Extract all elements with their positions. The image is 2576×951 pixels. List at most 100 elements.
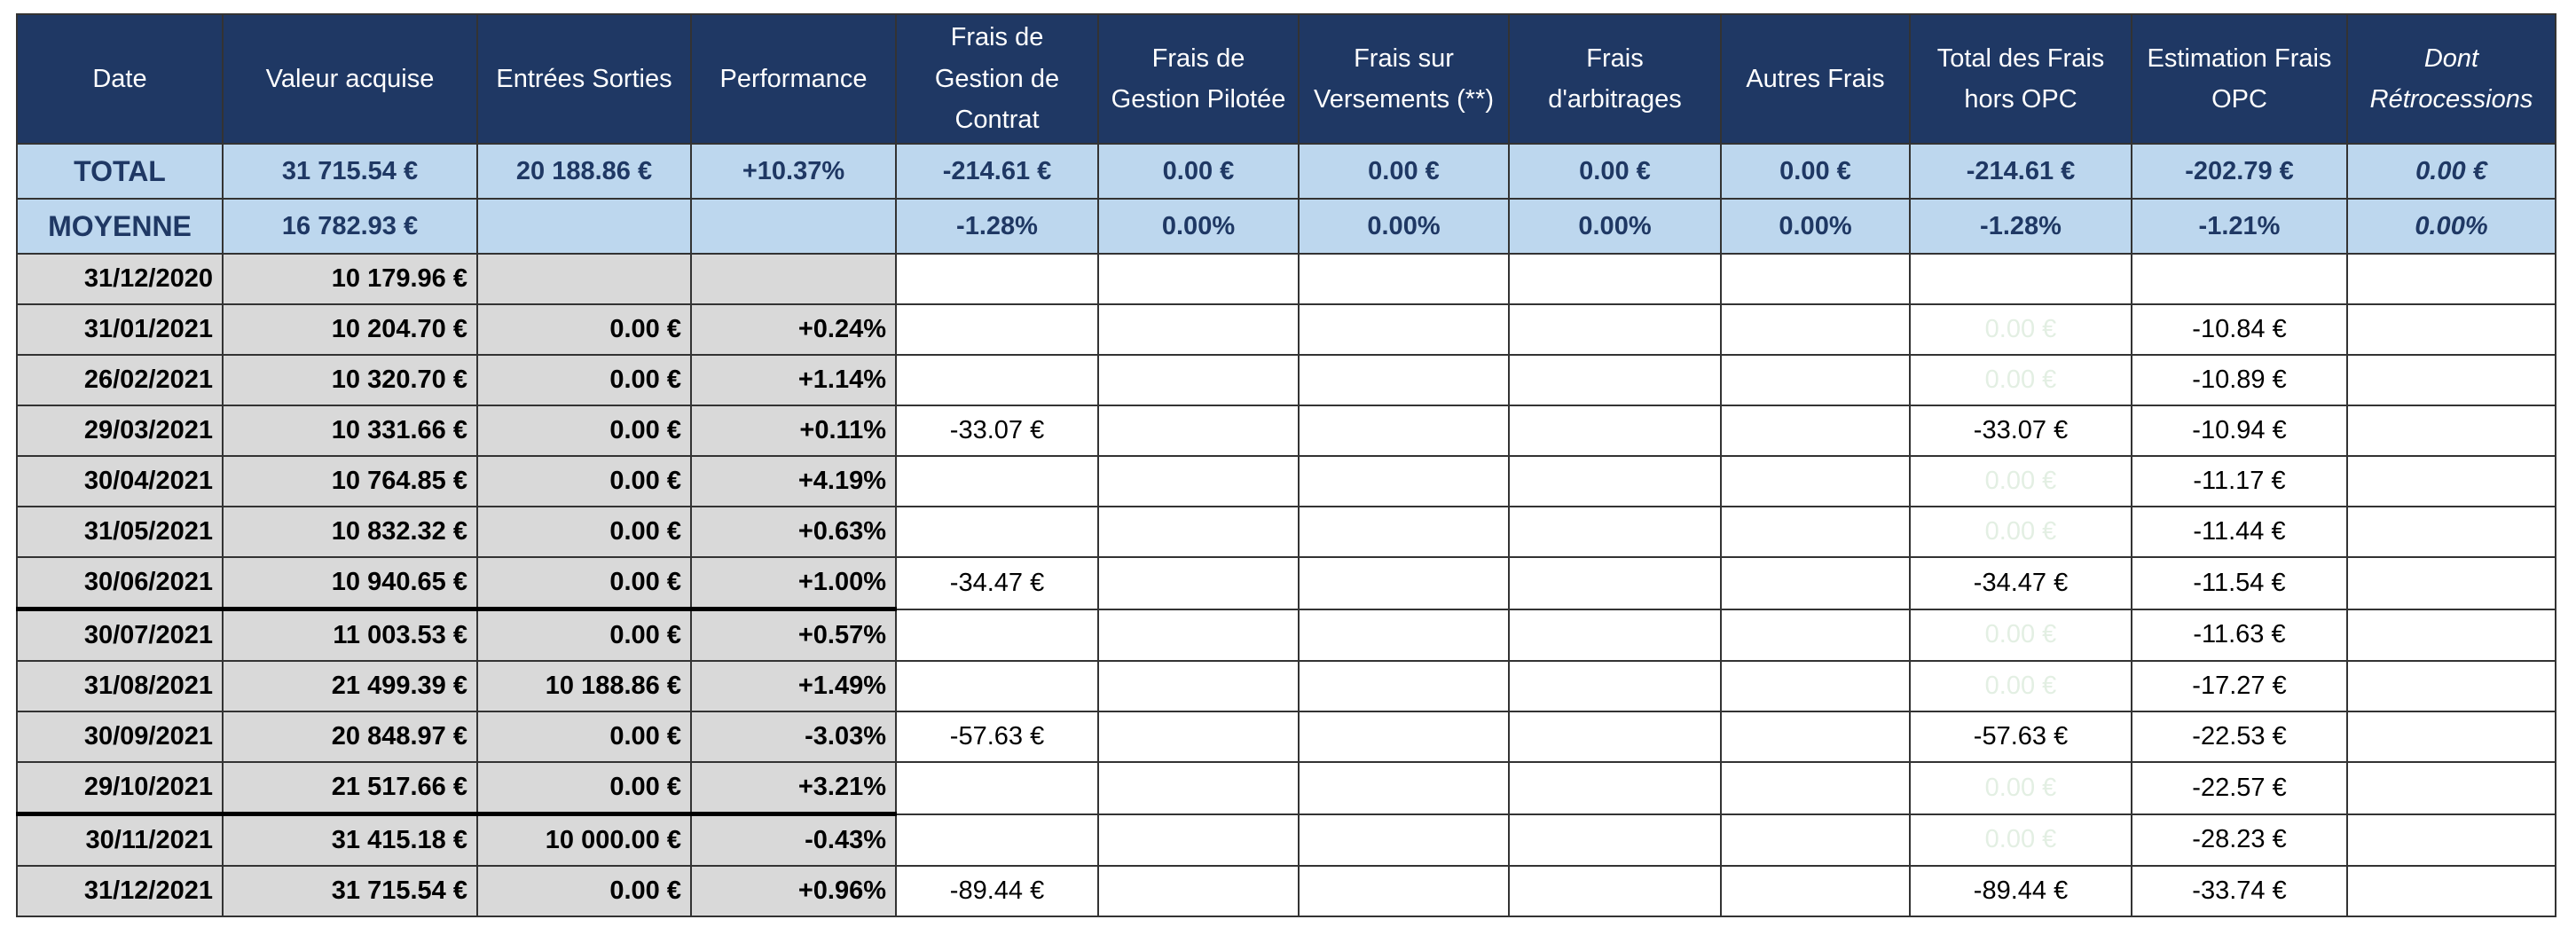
- data-cell: [1097, 405, 1300, 457]
- data-cell: -33.74 €: [2131, 865, 2348, 917]
- data-cell: 0.00 €: [1909, 813, 2132, 867]
- data-cell: 10 188.86 €: [476, 660, 692, 712]
- data-cell: +0.63%: [690, 506, 897, 558]
- data-cell: [1508, 660, 1722, 712]
- data-cell: [1097, 506, 1300, 558]
- data-cell: [2346, 405, 2556, 457]
- data-cell: -89.44 €: [1909, 865, 2132, 917]
- data-row: 30/11/2021 31 415.18 €10 000.00 € -0.43% 0.…: [16, 812, 2556, 867]
- average-row: MOYENNE 16 782.93 € -1.28% 0.00% 0.00% 0.00% 0…: [16, 198, 2556, 255]
- data-cell: 0.00 €: [1909, 761, 2132, 815]
- data-cell: [1720, 253, 1911, 305]
- summary-cell: -1.21%: [2131, 198, 2348, 255]
- data-cell: 10 179.96 €: [222, 253, 478, 305]
- data-cell: 30/06/2021: [16, 556, 224, 610]
- data-cell: [1720, 455, 1911, 507]
- data-cell: 20 848.97 €: [222, 711, 478, 763]
- data-cell: [2131, 253, 2348, 305]
- data-cell: 0.00 €: [1909, 455, 2132, 507]
- summary-cell: MOYENNE: [16, 198, 224, 255]
- data-cell: [1097, 660, 1300, 712]
- data-cell: [2346, 865, 2556, 917]
- header-cell: Estimation Frais OPC: [2131, 13, 2348, 145]
- summary-cell: 0.00%: [1720, 198, 1911, 255]
- data-cell: [1508, 405, 1722, 457]
- fees-table: Date Valeur acquise Entrées Sorties Perform…: [16, 13, 2556, 917]
- data-cell: [1298, 253, 1510, 305]
- data-cell: 10 000.00 €: [476, 812, 692, 867]
- data-cell: [2346, 556, 2556, 610]
- summary-cell: 0.00%: [1097, 198, 1300, 255]
- data-cell: [1720, 813, 1911, 867]
- data-row: 30/06/2021 10 940.65 €0.00 € +1.00% -34.47 …: [16, 556, 2556, 610]
- summary-cell: 20 188.86 €: [476, 143, 692, 200]
- data-cell: 10 320.70 €: [222, 354, 478, 406]
- data-cell: [1298, 660, 1510, 712]
- data-cell: -10.89 €: [2131, 354, 2348, 406]
- header-cell: Dont Rétrocessions: [2346, 13, 2556, 145]
- header-row: Date Valeur acquise Entrées Sorties Perform…: [16, 13, 2556, 145]
- data-cell: [2346, 711, 2556, 763]
- data-cell: [1298, 354, 1510, 406]
- data-cell: [1298, 506, 1510, 558]
- data-cell: +4.19%: [690, 455, 897, 507]
- summary-cell: +10.37%: [690, 143, 897, 200]
- data-cell: 10 764.85 €: [222, 455, 478, 507]
- data-cell: 10 204.70 €: [222, 303, 478, 356]
- header-cell: Frais de Gestion de Contrat: [895, 13, 1099, 145]
- data-cell: [1097, 354, 1300, 406]
- data-cell: [895, 303, 1099, 356]
- data-cell: 0.00 €: [1909, 303, 2132, 356]
- data-cell: 11 003.53 €: [222, 607, 478, 662]
- data-row: 31/12/2020 10 179.96 €: [16, 253, 2556, 305]
- data-cell: [1298, 813, 1510, 867]
- data-cell: [895, 354, 1099, 406]
- header-cell: Frais d'arbitrages: [1508, 13, 1722, 145]
- data-cell: [1298, 761, 1510, 815]
- data-cell: -33.07 €: [895, 405, 1099, 457]
- summary-cell: 0.00 €: [1097, 143, 1300, 200]
- data-cell: [2346, 761, 2556, 815]
- table-header: Date Valeur acquise Entrées Sorties Perform…: [16, 13, 2556, 145]
- summary-cell: 0.00 €: [1508, 143, 1722, 200]
- data-cell: 10 832.32 €: [222, 506, 478, 558]
- data-cell: 0.00 €: [476, 506, 692, 558]
- header-cell: Autres Frais: [1720, 13, 1911, 145]
- data-cell: +1.00%: [690, 556, 897, 610]
- data-cell: [2346, 253, 2556, 305]
- data-cell: 10 940.65 €: [222, 556, 478, 610]
- data-row: 31/05/2021 10 832.32 €0.00 € +0.63% 0.00 € -…: [16, 506, 2556, 558]
- header-cell: Total des Frais hors OPC: [1909, 13, 2132, 145]
- data-cell: [2346, 455, 2556, 507]
- data-cell: [1720, 761, 1911, 815]
- data-cell: [1097, 303, 1300, 356]
- summary-cell: 0.00%: [1508, 198, 1722, 255]
- data-cell: -57.63 €: [895, 711, 1099, 763]
- summary-cell: [476, 198, 692, 255]
- summary-cell: 0.00 €: [1720, 143, 1911, 200]
- data-cell: 31/12/2020: [16, 253, 224, 305]
- data-row: 29/10/2021 21 517.66 €0.00 € +3.21% 0.00 € -…: [16, 761, 2556, 815]
- data-cell: [1097, 813, 1300, 867]
- data-cell: [1508, 865, 1722, 917]
- data-cell: 0.00 €: [476, 556, 692, 610]
- summary-cell: -214.61 €: [895, 143, 1099, 200]
- data-cell: +3.21%: [690, 761, 897, 815]
- data-cell: 0.00 €: [476, 455, 692, 507]
- data-cell: [895, 608, 1099, 662]
- data-cell: [1508, 556, 1722, 610]
- summary-cell: 31 715.54 €: [222, 143, 478, 200]
- summary-cell: -214.61 €: [1909, 143, 2132, 200]
- data-cell: 0.00 €: [476, 303, 692, 356]
- data-cell: +1.49%: [690, 660, 897, 712]
- data-cell: -28.23 €: [2131, 813, 2348, 867]
- data-cell: [1097, 556, 1300, 610]
- data-cell: 31 415.18 €: [222, 812, 478, 867]
- summary-cell: -1.28%: [895, 198, 1099, 255]
- data-cell: -22.57 €: [2131, 761, 2348, 815]
- total-row: TOTAL 31 715.54 €20 188.86 € +10.37% -214.6…: [16, 143, 2556, 200]
- data-cell: 0.00 €: [476, 405, 692, 457]
- data-cell: 31/01/2021: [16, 303, 224, 356]
- data-cell: [1508, 761, 1722, 815]
